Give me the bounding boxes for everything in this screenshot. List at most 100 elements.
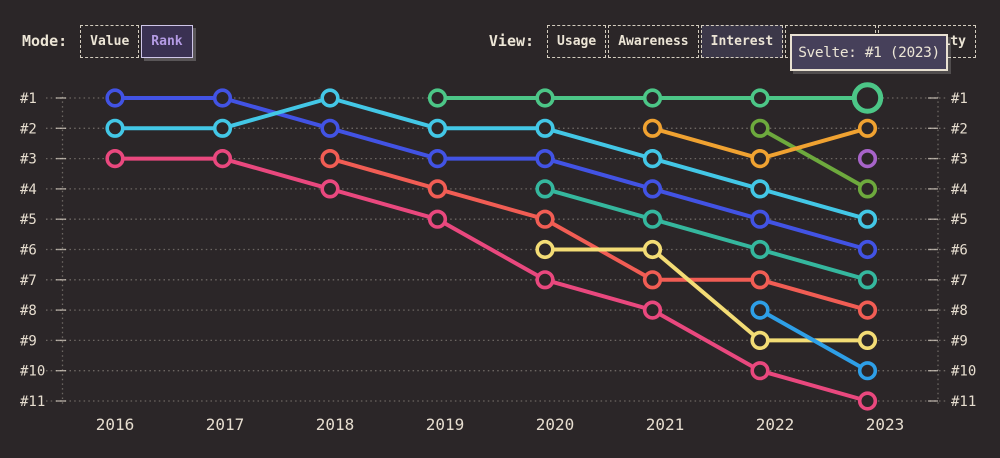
year-label: 2017 <box>206 415 245 434</box>
data-point-series-azure[interactable] <box>857 361 878 381</box>
rank-label-right: #11 <box>951 394 976 410</box>
view-button-interest[interactable]: Interest <box>700 25 784 58</box>
data-point-series-salmon[interactable] <box>427 179 448 199</box>
rank-label-left: #7 <box>20 273 37 289</box>
year-label: 2016 <box>96 415 135 434</box>
rank-label-right: #2 <box>951 121 968 137</box>
data-point-series-yellow[interactable] <box>857 330 878 351</box>
data-point-series-pink[interactable] <box>427 209 448 229</box>
rank-label-left: #2 <box>20 121 37 137</box>
data-point-series-indigo[interactable] <box>642 179 663 199</box>
data-point-series-indigo[interactable] <box>105 88 125 108</box>
year-label: 2023 <box>866 415 905 434</box>
rank-label-right: #7 <box>951 273 968 289</box>
data-point-series-cyan[interactable] <box>857 209 878 229</box>
series-line-series-azure <box>758 308 870 373</box>
data-point-series-amber[interactable] <box>750 149 770 169</box>
data-point-series-yellow[interactable] <box>642 239 663 260</box>
data-point-series-lime[interactable] <box>750 118 770 138</box>
rank-label-left: #8 <box>20 303 37 319</box>
data-point-series-salmon[interactable] <box>320 149 340 169</box>
data-point-series-salmon[interactable] <box>535 209 555 229</box>
year-label: 2021 <box>646 415 685 434</box>
rank-label-right: #8 <box>951 303 968 319</box>
data-point-series-azure[interactable] <box>750 300 770 320</box>
rank-label-right: #4 <box>951 182 968 198</box>
mode-button-value[interactable]: Value <box>80 25 140 58</box>
rank-label-left: #4 <box>20 182 37 198</box>
data-point-series-cyan[interactable] <box>320 88 340 108</box>
data-point-series-amber[interactable] <box>642 118 663 138</box>
rank-label-left: #10 <box>20 364 45 380</box>
series-line-series-indigo <box>113 96 870 252</box>
year-label: 2020 <box>536 415 575 434</box>
data-point-Svelte[interactable] <box>535 88 555 108</box>
series-line-series-lime <box>758 126 870 191</box>
data-point-series-indigo[interactable] <box>212 88 233 108</box>
data-point-series-purple[interactable] <box>857 149 878 169</box>
rank-label-right: #6 <box>951 243 968 259</box>
view-label: View: <box>488 32 535 50</box>
data-point-series-cyan[interactable] <box>750 179 770 199</box>
data-point-Svelte[interactable] <box>642 88 663 108</box>
data-point-series-indigo[interactable] <box>427 149 448 169</box>
data-point-series-yellow[interactable] <box>750 330 770 351</box>
rank-label-left: #3 <box>20 152 37 168</box>
data-point-Svelte[interactable] <box>750 88 770 108</box>
mode-buttons: Value Rank <box>80 25 193 58</box>
data-point-series-lime[interactable] <box>857 179 878 199</box>
rank-label-right: #10 <box>951 364 976 380</box>
rank-label-left: #11 <box>20 394 45 410</box>
data-point-series-cyan[interactable] <box>535 118 555 138</box>
mode-toggle-group: Mode: Value Rank <box>22 25 193 58</box>
mode-label: Mode: <box>22 32 68 50</box>
year-label: 2022 <box>756 415 795 434</box>
data-point-series-teal[interactable] <box>642 209 663 229</box>
rank-label-right: #9 <box>951 333 968 349</box>
data-point-series-indigo[interactable] <box>857 239 878 260</box>
mode-button-rank[interactable]: Rank <box>141 25 193 58</box>
data-point-series-teal[interactable] <box>535 179 555 199</box>
data-point-series-amber[interactable] <box>857 118 878 138</box>
data-point-series-indigo[interactable] <box>750 209 770 229</box>
rank-label-right: #3 <box>951 152 968 168</box>
data-point-series-cyan[interactable] <box>642 149 663 169</box>
rank-label-left: #6 <box>20 243 37 259</box>
data-point-series-cyan[interactable] <box>212 118 233 138</box>
data-point-series-salmon[interactable] <box>750 270 770 290</box>
data-point-series-indigo[interactable] <box>320 118 340 138</box>
year-label: 2018 <box>316 415 355 434</box>
data-point-series-pink[interactable] <box>105 149 125 169</box>
data-point-series-pink[interactable] <box>857 391 878 411</box>
data-point-series-yellow[interactable] <box>535 239 555 260</box>
rank-label-right: #5 <box>951 212 968 228</box>
data-point-series-cyan[interactable] <box>427 118 448 138</box>
data-point-series-pink[interactable] <box>535 270 555 290</box>
rank-label-left: #1 <box>20 91 37 107</box>
view-button-usage[interactable]: Usage <box>547 25 607 58</box>
data-point-series-salmon[interactable] <box>857 300 878 320</box>
data-point-Svelte[interactable] <box>427 88 448 108</box>
data-point-series-salmon[interactable] <box>642 270 663 290</box>
data-point-series-teal[interactable] <box>857 270 878 290</box>
data-point-series-pink[interactable] <box>750 361 770 381</box>
data-point-series-teal[interactable] <box>750 239 770 260</box>
data-point-series-cyan[interactable] <box>105 118 125 138</box>
rank-label-left: #5 <box>20 212 37 228</box>
data-point-series-pink[interactable] <box>212 149 233 169</box>
series-line-series-cyan <box>113 96 870 222</box>
series-line-series-salmon <box>328 156 870 313</box>
hover-tooltip: Svelte: #1 (2023) <box>790 34 948 71</box>
data-point-series-pink[interactable] <box>642 300 663 320</box>
year-label: 2019 <box>426 415 465 434</box>
view-button-awareness[interactable]: Awareness <box>608 25 699 58</box>
data-point-series-pink[interactable] <box>320 179 340 199</box>
rank-label-left: #9 <box>20 333 37 349</box>
series-line-series-pink <box>113 156 870 403</box>
rank-label-right: #1 <box>951 91 968 107</box>
series-line-series-teal <box>543 186 870 282</box>
data-point-series-indigo[interactable] <box>535 149 555 169</box>
highlighted-data-point-Svelte[interactable] <box>851 82 884 114</box>
